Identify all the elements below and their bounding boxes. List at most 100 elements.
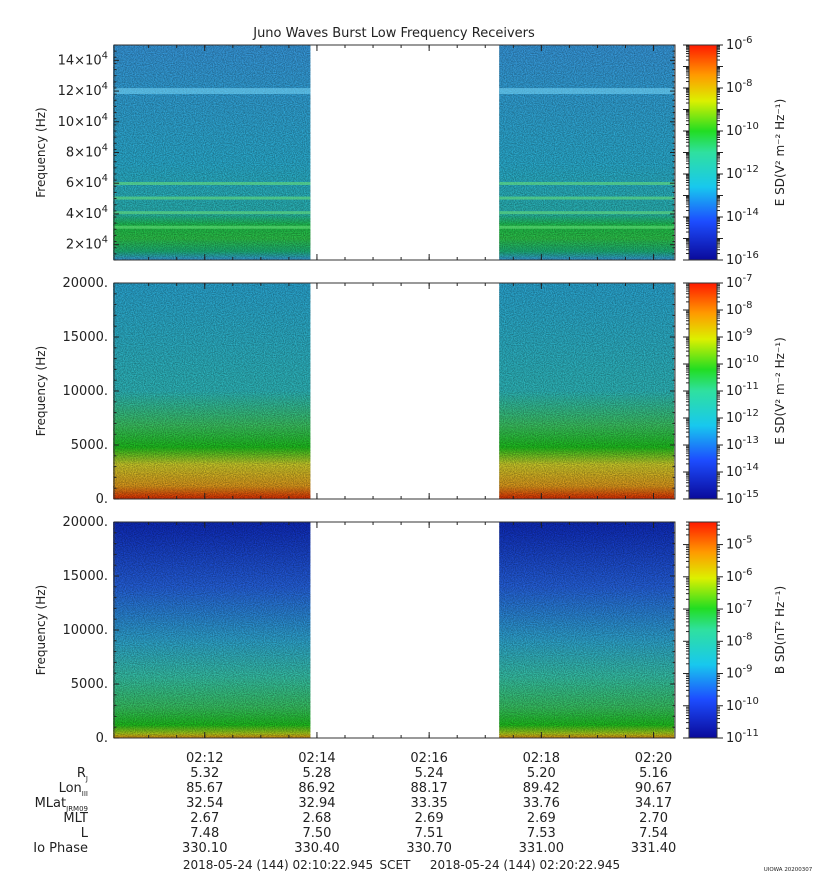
ephemeris-row-label: LonIII — [59, 781, 88, 798]
colorbar-tick-label: 10-6 — [726, 567, 753, 585]
ephemeris-value: 88.17 — [411, 781, 448, 796]
y-axis-label: Frequency (Hz) — [34, 585, 48, 676]
ephemeris-value: 2.69 — [527, 811, 556, 826]
colorbar-tick-label: 10-6 — [726, 35, 753, 53]
y-tick-label: 20000. — [63, 515, 109, 530]
ephemeris-value: 331.00 — [519, 841, 565, 856]
ephemeris-value: 330.70 — [406, 841, 452, 856]
spectrogram-noise — [499, 522, 675, 738]
spectrogram-noise — [113, 522, 311, 738]
ephemeris-value: 34.17 — [635, 796, 672, 811]
y-tick-label: 10000. — [63, 623, 109, 638]
colorbar-tick-label: 10-12 — [726, 408, 759, 426]
emission-line — [499, 225, 675, 229]
panel-3: 0. 5000. 10000. 15000. 20000. Frequency (Hz) 1… — [34, 515, 787, 746]
ephemeris-value: 5.32 — [190, 766, 219, 781]
colorbar-tick-label: 10-11 — [726, 728, 759, 746]
y-tick-label: 15000. — [63, 569, 109, 584]
panel-2: 0. 5000. 10000. 15000. 20000. Frequency (Hz) 1… — [34, 273, 787, 507]
y-axis-label: Frequency (Hz) — [34, 107, 48, 198]
colorbar-tick-label: 10-15 — [726, 489, 759, 507]
y-tick-label: 14×104 — [58, 50, 108, 68]
ephemeris-value: 32.54 — [186, 796, 223, 811]
colorbar-tick-label: 10-10 — [726, 696, 759, 714]
time-range-frame: SCET — [380, 858, 412, 872]
panel-1: 2×104 4×104 6×104 8×104 10×104 12×104 14×104 Fr… — [34, 35, 787, 268]
y-axis-label: Frequency (Hz) — [34, 346, 48, 437]
colorbar-tick-label: 10-8 — [726, 78, 753, 96]
colorbar-tick-label: 10-9 — [726, 664, 753, 682]
emission-line — [113, 211, 311, 215]
emission-line — [113, 225, 311, 229]
emission-band — [499, 88, 675, 95]
ephemeris-value: 5.16 — [639, 766, 668, 781]
y-tick-label: 2×104 — [66, 235, 108, 253]
colorbar-label: E SD(V² m⁻² Hz⁻¹) — [773, 99, 787, 207]
emission-line — [499, 211, 675, 215]
ephemeris-row-label: RJ — [77, 766, 88, 783]
y-tick-label: 0. — [96, 492, 108, 507]
colorbar-tick-label: 10-10 — [726, 121, 759, 139]
ephemeris-value: 2.69 — [415, 811, 444, 826]
colorbar-tick-label: 10-7 — [726, 273, 753, 291]
colorbar-tick-label: 10-7 — [726, 599, 753, 617]
spectrogram-noise — [113, 45, 311, 260]
spectrogram-noise — [499, 45, 675, 260]
y-tick-label: 15000. — [63, 330, 109, 345]
ephemeris-value: 33.35 — [411, 796, 448, 811]
ephemeris-value: 2.68 — [302, 811, 331, 826]
y-tick-label: 6×104 — [66, 173, 108, 191]
x-tick-label: 02:20 — [635, 751, 672, 766]
colorbar — [688, 44, 718, 261]
ephemeris-value: 86.92 — [298, 781, 335, 796]
x-tick-label: 02:14 — [298, 751, 335, 766]
ephemeris-value: 89.42 — [523, 781, 560, 796]
colorbar-label: B SD(nT² Hz⁻¹) — [773, 586, 787, 674]
colorbar-tick-label: 10-13 — [726, 435, 759, 453]
colorbar-tick-label: 10-5 — [726, 535, 753, 553]
colorbar-tick-label: 10-14 — [726, 207, 759, 225]
y-tick-label: 10×104 — [58, 112, 108, 130]
ephemeris-value: 33.76 — [523, 796, 560, 811]
ephemeris-row-label: L — [81, 826, 89, 841]
ephemeris-value: 5.20 — [527, 766, 556, 781]
x-tick-label: 02:12 — [186, 751, 223, 766]
ephemeris-value: 7.54 — [639, 826, 668, 841]
colorbar — [688, 521, 718, 739]
ephemeris-value: 330.40 — [294, 841, 340, 856]
emission-line — [499, 181, 675, 185]
figure-title: Juno Waves Burst Low Frequency Receivers — [252, 26, 535, 41]
y-tick-label: 5000. — [71, 438, 108, 453]
y-tick-label: 0. — [96, 731, 108, 746]
y-tick-label: 20000. — [63, 276, 109, 291]
ephemeris-value: 2.67 — [190, 811, 219, 826]
ephemeris-value: 7.50 — [302, 826, 331, 841]
time-range-end: 2018-05-24 (144) 02:20:22.945 — [430, 858, 620, 872]
y-tick-label: 4×104 — [66, 204, 108, 222]
y-tick-label: 12×104 — [58, 81, 108, 99]
y-tick-label: 10000. — [63, 384, 109, 399]
colorbar-tick-label: 10-14 — [726, 462, 759, 480]
colorbar-tick-label: 10-8 — [726, 300, 753, 318]
colorbar-tick-label: 10-9 — [726, 327, 753, 345]
ephemeris-value: 2.70 — [639, 811, 668, 826]
ephemeris-value: 90.67 — [635, 781, 672, 796]
ephemeris-value: 5.28 — [302, 766, 331, 781]
emission-band — [113, 88, 311, 95]
ephemeris-value: 330.10 — [182, 841, 228, 856]
colorbar-tick-label: 10-10 — [726, 354, 759, 372]
ephemeris-value: 7.48 — [190, 826, 219, 841]
spectrogram-noise — [499, 283, 675, 499]
colorbar-tick-label: 10-12 — [726, 164, 759, 182]
ephemeris-value: 7.51 — [415, 826, 444, 841]
x-tick-label: 02:16 — [410, 751, 447, 766]
ephemeris-value: 331.40 — [631, 841, 677, 856]
ephemeris-value: 7.53 — [527, 826, 556, 841]
emission-line — [113, 181, 311, 185]
colorbar-tick-label: 10-8 — [726, 631, 753, 649]
ephemeris-row-label: MLT — [63, 811, 88, 826]
emission-line — [499, 196, 675, 200]
time-range-start: 2018-05-24 (144) 02:10:22.945 — [183, 858, 373, 872]
ephemeris-value: 85.67 — [186, 781, 223, 796]
